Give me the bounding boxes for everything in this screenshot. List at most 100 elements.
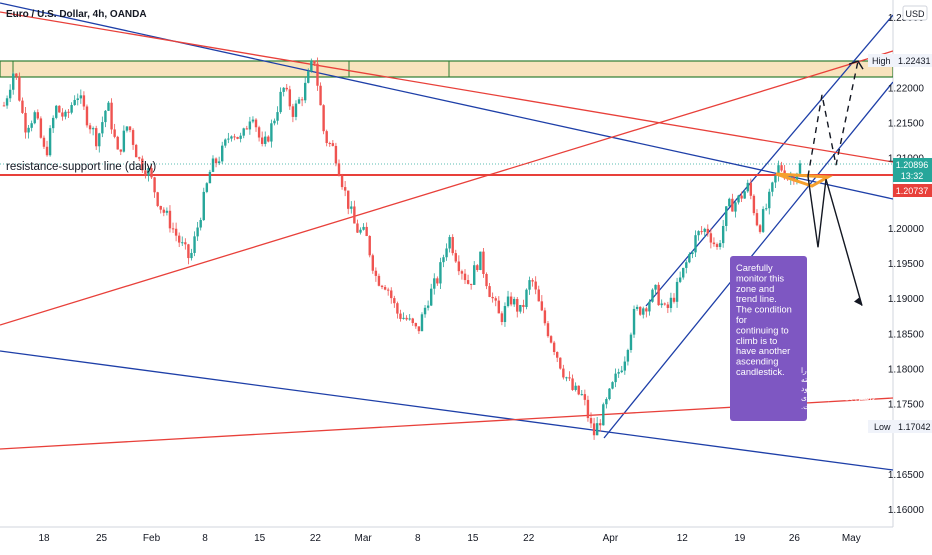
- candle-body: [565, 377, 568, 379]
- candle-body: [642, 308, 645, 315]
- candle-body: [703, 228, 706, 232]
- y-tick-label: 1.18500: [888, 329, 925, 340]
- candle-body: [592, 423, 596, 436]
- candle-body: [18, 76, 21, 101]
- candle-body: [549, 336, 553, 343]
- candle-body: [454, 253, 457, 262]
- candle-body: [227, 138, 230, 140]
- candle-body: [764, 208, 768, 210]
- candle-body: [488, 286, 491, 297]
- bullish-arrowhead: [848, 60, 864, 70]
- candle-body: [39, 118, 43, 138]
- candle-body: [469, 283, 473, 285]
- candle-body: [491, 296, 494, 299]
- candle-body: [761, 209, 765, 232]
- candle-body: [577, 385, 580, 395]
- candle-body: [319, 85, 322, 106]
- candle-body: [233, 136, 236, 138]
- candle-body: [307, 71, 310, 83]
- candle-body: [211, 158, 215, 172]
- candle-body: [525, 289, 528, 308]
- current-price-value: 1.20896: [896, 160, 929, 170]
- candle-body: [396, 303, 399, 314]
- candle-body: [448, 237, 451, 249]
- x-tick-label: 15: [254, 533, 266, 544]
- candle-body: [528, 280, 531, 290]
- x-tick-label: 22: [310, 533, 322, 544]
- red-trendline-ascending[interactable]: [0, 50, 893, 326]
- candle-body: [620, 370, 623, 373]
- candle-body: [678, 277, 682, 282]
- candle-body: [556, 352, 559, 358]
- candle-body: [482, 251, 485, 274]
- chart-title: Euro / U.S. Dollar, 4h, OANDA: [6, 9, 147, 20]
- currency-label: USD: [905, 9, 925, 19]
- candle-body: [580, 394, 583, 396]
- candle-body: [30, 123, 33, 128]
- candle-body: [21, 100, 24, 113]
- candle-body: [202, 191, 205, 221]
- bearish-projection-path[interactable]: [807, 176, 863, 306]
- x-tick-label: 26: [789, 533, 801, 544]
- candle-body: [605, 399, 608, 405]
- candle-body: [534, 281, 537, 290]
- candle-body: [675, 281, 679, 302]
- candle-body: [353, 206, 356, 224]
- high-tag-text: High: [872, 56, 891, 66]
- note-box[interactable]: [730, 256, 807, 421]
- candle-body: [174, 228, 178, 236]
- candle-body: [500, 313, 504, 323]
- candle-body: [768, 191, 771, 209]
- candle-body: [562, 368, 565, 378]
- x-tick-label: 19: [734, 533, 746, 544]
- candle-body: [442, 257, 445, 263]
- blue-trendline-lower-descending[interactable]: [0, 350, 893, 471]
- candle-body: [749, 182, 753, 196]
- candle-body: [497, 300, 501, 314]
- candle-body: [2, 105, 6, 107]
- x-tick-label: 8: [202, 533, 208, 544]
- resistance-zone[interactable]: [0, 60, 893, 78]
- candle-body: [654, 284, 657, 290]
- candle-body: [519, 304, 522, 312]
- candle-body: [27, 127, 30, 133]
- candle-body: [168, 210, 172, 229]
- candle-body: [224, 139, 227, 146]
- currency-box[interactable]: [902, 5, 928, 21]
- candle-body: [199, 220, 202, 228]
- candle-body: [254, 119, 258, 128]
- note-text-en: Carefully monitor this zone and trend line.…: [736, 263, 792, 377]
- candle-body: [509, 296, 513, 305]
- candle-body: [506, 296, 510, 307]
- candle-body: [503, 306, 507, 323]
- candle-body: [162, 209, 166, 213]
- y-tick-label: 1.20000: [888, 224, 925, 235]
- candle-body: [285, 87, 288, 90]
- candle-body: [795, 173, 799, 182]
- red-trendline-descending[interactable]: [0, 11, 893, 163]
- candle-body: [383, 287, 387, 290]
- x-tick-label: Mar: [355, 533, 373, 544]
- candle-body: [682, 267, 685, 278]
- candle-body: [414, 323, 418, 327]
- triangle-pattern[interactable]: [775, 172, 834, 188]
- candle-body: [270, 123, 273, 142]
- candle-body: [264, 136, 267, 144]
- low-tag-value: 1.17042: [898, 422, 931, 432]
- candle-body: [599, 423, 602, 426]
- high-tag-bg: [868, 54, 932, 67]
- low-tag-text: Low: [874, 422, 891, 432]
- candle-body: [165, 210, 169, 213]
- candle-body: [24, 112, 27, 133]
- candle-body: [267, 136, 270, 142]
- candle-body: [322, 105, 325, 132]
- candle-body: [436, 278, 439, 284]
- x-tick-label: Apr: [603, 533, 619, 544]
- candle-body: [798, 163, 802, 174]
- candle-body: [141, 158, 144, 171]
- candle-body: [390, 290, 393, 299]
- note-text-group: Carefully monitor this zone and trend line.…: [736, 263, 877, 411]
- blue-trendline-upper-descending[interactable]: [0, 2, 893, 200]
- candle-body: [279, 91, 282, 113]
